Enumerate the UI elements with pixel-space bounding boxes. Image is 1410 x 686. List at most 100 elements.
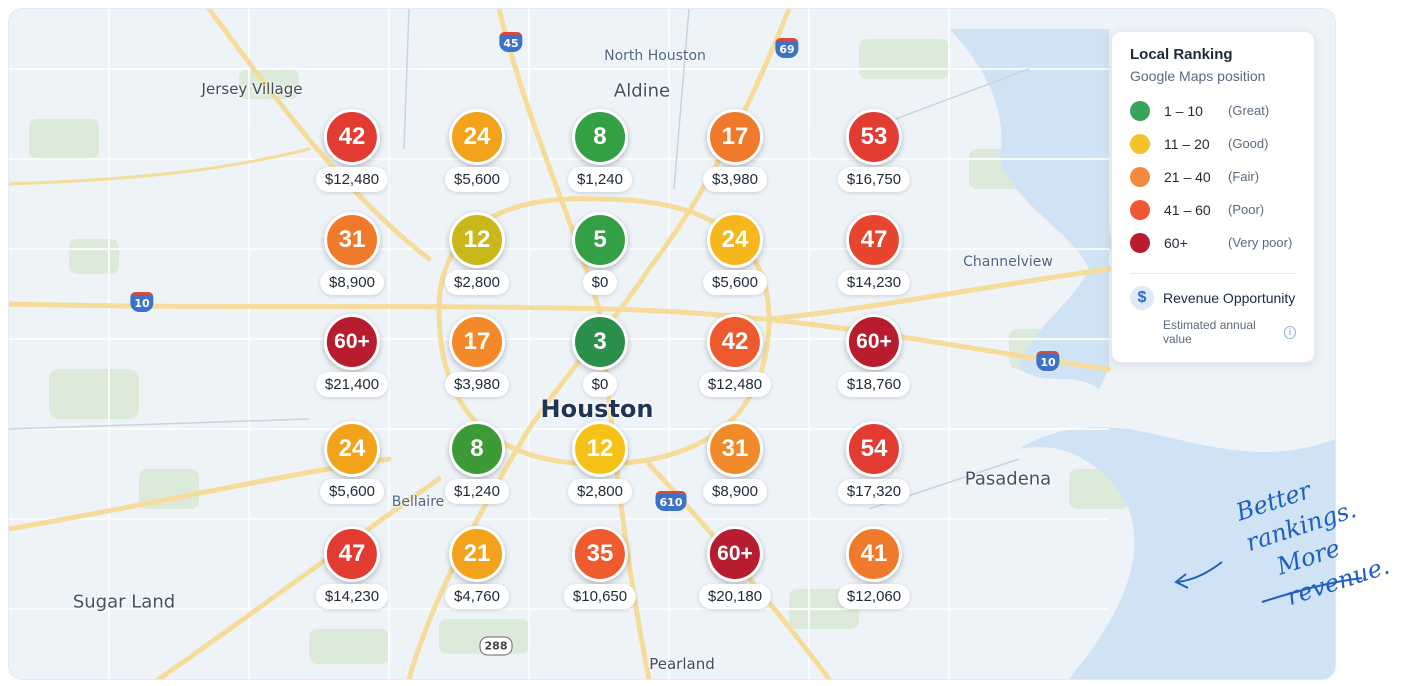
rank-badge[interactable]: 31 — [323, 212, 380, 268]
rank-badge[interactable]: 24 — [323, 421, 380, 477]
revenue-label: $2,800 — [568, 479, 632, 504]
ranking-pin[interactable]: 60+ $20,180 — [698, 526, 772, 609]
revenue-label: $12,480 — [315, 167, 389, 192]
rank-badge[interactable]: 24 — [706, 212, 763, 268]
legend-range: 41 – 60 — [1164, 201, 1211, 218]
place-label: Jersey Village — [201, 80, 303, 98]
legend-quality: (Good) — [1228, 136, 1269, 151]
revenue-label: $8,900 — [320, 270, 384, 295]
legend-quality: (Great) — [1228, 103, 1270, 118]
rank-badge[interactable]: 17 — [706, 109, 763, 165]
rank-badge[interactable]: 60+ — [845, 314, 902, 370]
ranking-pin[interactable]: 47 $14,230 — [837, 212, 911, 295]
legend-swatch — [1130, 133, 1150, 154]
legend-item: 41 – 60 (Poor) — [1130, 193, 1296, 226]
ranking-pin[interactable]: 17 $3,980 — [703, 109, 767, 192]
rank-badge[interactable]: 12 — [448, 212, 505, 268]
highway-shield-icon: 10 — [1036, 351, 1060, 371]
ranking-pin[interactable]: 47 $14,230 — [315, 526, 389, 609]
place-label: Bellaire — [391, 494, 445, 510]
rank-badge[interactable]: 42 — [323, 109, 380, 165]
ranking-pin[interactable]: 8 $1,240 — [445, 421, 509, 504]
legend-swatch — [1130, 100, 1150, 121]
rank-badge[interactable]: 12 — [571, 421, 628, 477]
legend-swatch — [1130, 166, 1150, 187]
revenue-label: $14,230 — [315, 584, 389, 609]
rank-badge[interactable]: 3 — [572, 314, 628, 370]
revenue-label: $14,230 — [837, 270, 911, 295]
revenue-opportunity-subtitle-row: Estimated annual value i — [1130, 318, 1296, 346]
ranking-pin[interactable]: 53 $16,750 — [837, 109, 911, 192]
rank-badge[interactable]: 35 — [571, 526, 628, 582]
ranking-pin[interactable]: 5 $0 — [572, 212, 628, 295]
revenue-label: $3,980 — [445, 372, 509, 397]
revenue-label: $2,800 — [445, 270, 509, 295]
revenue-opportunity-subtitle: Estimated annual value — [1163, 318, 1256, 346]
rank-badge[interactable]: 41 — [845, 526, 902, 582]
revenue-label: $21,400 — [315, 372, 389, 397]
legend-quality: (Fair) — [1228, 169, 1260, 184]
legend-item: 60+ (Very poor) — [1130, 226, 1296, 259]
legend-subtitle: Google Maps position — [1130, 68, 1266, 84]
ranking-pin[interactable]: 60+ $21,400 — [315, 314, 389, 397]
revenue-label: $0 — [582, 372, 618, 397]
highway-shield-icon: 288 — [479, 636, 513, 656]
place-label: Pasadena — [964, 468, 1052, 490]
revenue-label: $1,240 — [568, 167, 632, 192]
ranking-pin[interactable]: 24 $5,600 — [703, 212, 767, 295]
ranking-pin[interactable]: 8 $1,240 — [568, 109, 632, 192]
legend-range: 60+ — [1164, 234, 1188, 251]
rank-badge[interactable]: 5 — [572, 212, 628, 268]
ranking-pin[interactable]: 54 $17,320 — [837, 421, 911, 504]
legend-title: Local Ranking — [1130, 46, 1233, 63]
ranking-pin[interactable]: 21 $4,760 — [445, 526, 509, 609]
rank-badge[interactable]: 47 — [323, 526, 380, 582]
ranking-pin[interactable]: 24 $5,600 — [445, 109, 509, 192]
ranking-pin[interactable]: 42 $12,480 — [315, 109, 389, 192]
highway-shield-icon: 69 — [775, 38, 799, 58]
place-label: North Houston — [604, 48, 706, 64]
revenue-label: $0 — [582, 270, 618, 295]
ranking-pin[interactable]: 12 $2,800 — [445, 212, 509, 295]
ranking-pin[interactable]: 3 $0 — [572, 314, 628, 397]
legend-divider — [1130, 273, 1296, 274]
revenue-label: $12,480 — [698, 372, 772, 397]
highway-shield-icon: 610 — [655, 491, 687, 511]
ranking-pin[interactable]: 60+ $18,760 — [837, 314, 911, 397]
ranking-pin[interactable]: 17 $3,980 — [445, 314, 509, 397]
rank-badge[interactable]: 60+ — [323, 314, 380, 370]
rank-badge[interactable]: 8 — [448, 421, 505, 477]
rank-badge[interactable]: 24 — [448, 109, 505, 165]
ranking-pin[interactable]: 41 $12,060 — [837, 526, 911, 609]
revenue-label: $1,240 — [445, 479, 509, 504]
revenue-opportunity-title: Revenue Opportunity — [1163, 290, 1296, 306]
revenue-label: $10,650 — [563, 584, 637, 609]
ranking-pin[interactable]: 24 $5,600 — [320, 421, 384, 504]
rank-badge[interactable]: 17 — [448, 314, 505, 370]
ranking-pin[interactable]: 31 $8,900 — [320, 212, 384, 295]
rank-badge[interactable]: 47 — [845, 212, 902, 268]
revenue-label: $16,750 — [837, 167, 911, 192]
rank-badge[interactable]: 21 — [448, 526, 505, 582]
rank-badge[interactable]: 54 — [845, 421, 902, 477]
ranking-pin[interactable]: 12 $2,800 — [568, 421, 632, 504]
legend-range: 1 – 10 — [1164, 102, 1203, 119]
place-label: Sugar Land — [72, 591, 176, 613]
ranking-pin[interactable]: 42 $12,480 — [698, 314, 772, 397]
ranking-pin[interactable]: 35 $10,650 — [563, 526, 637, 609]
legend-item: 1 – 10 (Great) — [1130, 94, 1296, 127]
revenue-label: $5,600 — [320, 479, 384, 504]
legend-item: 11 – 20 (Good) — [1130, 127, 1296, 160]
revenue-label: $5,600 — [445, 167, 509, 192]
legend-swatch — [1130, 199, 1150, 220]
revenue-label: $4,760 — [445, 584, 509, 609]
rank-badge[interactable]: 60+ — [706, 526, 763, 582]
rank-badge[interactable]: 31 — [706, 421, 763, 477]
info-icon[interactable]: i — [1284, 325, 1296, 339]
rank-badge[interactable]: 42 — [706, 314, 763, 370]
rank-badge[interactable]: 8 — [571, 109, 628, 165]
highway-shield-icon: 10 — [130, 292, 154, 312]
legend-quality: (Very poor) — [1228, 235, 1293, 250]
rank-badge[interactable]: 53 — [845, 109, 902, 165]
ranking-pin[interactable]: 31 $8,900 — [703, 421, 767, 504]
